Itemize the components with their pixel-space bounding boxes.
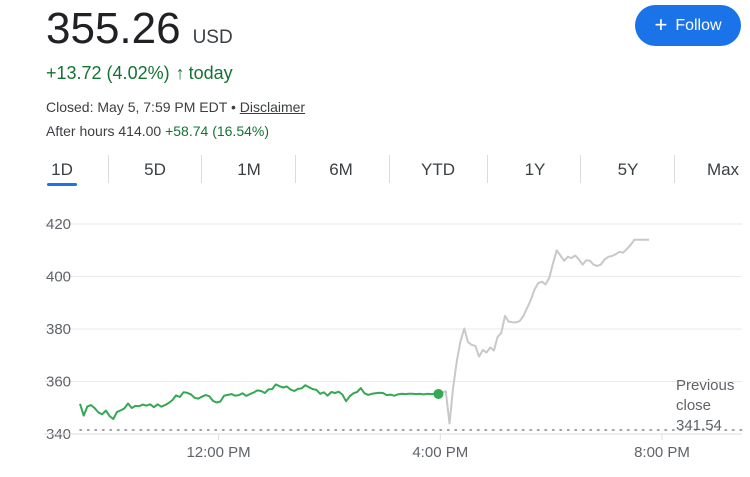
tab-1d[interactable]: 1D <box>51 160 73 179</box>
market-status-row: Closed: May 5, 7:59 PM EDT • Disclaimer <box>46 99 305 115</box>
price-change: +13.72 (4.02%) <box>46 63 170 83</box>
tab-divider <box>674 155 675 183</box>
after-hours-price: 414.00 <box>118 123 162 139</box>
price-change-row: +13.72 (4.02%) ↑ today <box>46 63 233 84</box>
x-tick-label: 12:00 PM <box>186 444 250 461</box>
y-tick-label: 380 <box>46 321 71 338</box>
active-tab-indicator <box>47 183 77 186</box>
price-header: 355.26 USD <box>46 4 233 54</box>
disclaimer-link[interactable]: Disclaimer <box>239 99 306 115</box>
tab-5y[interactable]: 5Y <box>617 160 639 179</box>
plus-icon: + <box>654 11 668 37</box>
follow-button[interactable]: + Follow <box>635 5 741 46</box>
tab-divider <box>389 155 390 183</box>
y-tick-label: 400 <box>46 269 71 286</box>
tab-divider <box>201 155 202 183</box>
y-tick-label: 360 <box>46 374 71 391</box>
currency-label: USD <box>192 27 233 48</box>
after-hours-label: After hours <box>46 123 115 139</box>
tab-1m[interactable]: 1M <box>237 160 261 179</box>
tab-max[interactable]: Max <box>706 160 740 179</box>
y-tick-label: 340 <box>46 426 71 443</box>
y-tick-label: 420 <box>46 216 71 233</box>
tab-divider <box>580 155 581 183</box>
change-period: today <box>188 63 233 83</box>
after_hours-price-line <box>438 238 650 425</box>
close-point-marker <box>433 388 444 399</box>
x-tick-label: 8:00 PM <box>634 444 690 461</box>
after-hours-change: +58.74 (16.54%) <box>165 123 269 139</box>
follow-button-label: Follow <box>675 16 722 34</box>
previous-close-label: close <box>676 397 711 414</box>
closed-text: Closed: May 5, 7:59 PM EDT <box>46 99 228 115</box>
tab-5d[interactable]: 5D <box>144 160 166 179</box>
tab-divider <box>487 155 488 183</box>
tab-6m[interactable]: 6M <box>329 160 353 179</box>
current-price: 355.26 <box>46 4 181 53</box>
tab-divider <box>295 155 296 183</box>
separator-dot: • <box>230 99 236 115</box>
regular-price-line <box>79 383 439 420</box>
tab-divider <box>108 155 109 183</box>
arrow-up-icon: ↑ <box>175 63 185 83</box>
previous-close-label: Previous <box>676 377 734 394</box>
x-tick-label: 4:00 PM <box>412 444 468 461</box>
after-hours-row: After hours 414.00 +58.74 (16.54%) <box>46 123 269 139</box>
tab-1y[interactable]: 1Y <box>524 160 546 179</box>
previous-close-value: 341.54 <box>676 417 722 434</box>
tab-ytd[interactable]: YTD <box>421 160 455 179</box>
